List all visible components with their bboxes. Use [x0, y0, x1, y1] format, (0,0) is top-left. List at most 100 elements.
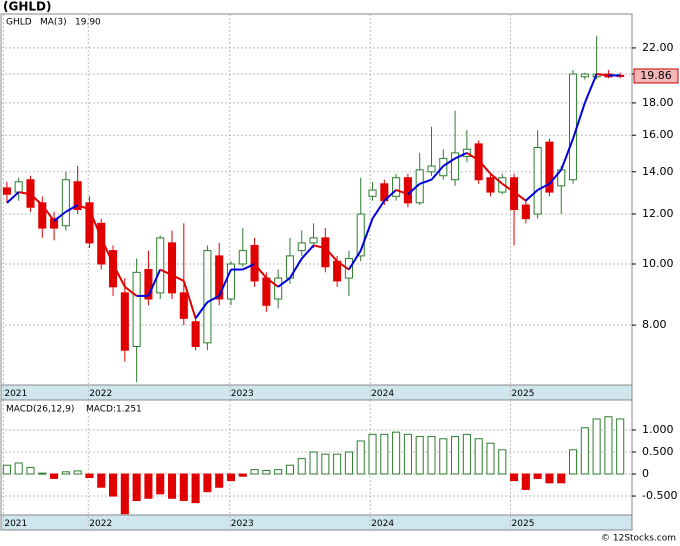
ma-line — [442, 157, 456, 167]
candle-body — [427, 165, 436, 173]
ma-line — [206, 295, 220, 304]
macd-bar — [215, 473, 224, 488]
ma-line — [371, 200, 386, 220]
ma-line — [525, 189, 539, 202]
macd-bar — [510, 473, 519, 482]
macd-bar — [226, 473, 236, 482]
y-tick-label: 16.00 — [642, 128, 674, 141]
x-tick-label: 2022 — [89, 389, 112, 399]
ma-line — [65, 204, 79, 213]
x-tick-label: 2023 — [231, 519, 254, 529]
macd-bar — [368, 433, 377, 475]
candle-body — [392, 177, 401, 197]
candle-body — [156, 237, 165, 294]
candle-body — [521, 204, 530, 220]
macd-bar — [427, 436, 436, 475]
candle-body — [203, 250, 212, 344]
candle-body — [262, 277, 271, 306]
macd-bar — [451, 436, 460, 475]
ma-line — [454, 151, 468, 160]
candle-body — [50, 218, 59, 229]
ma-line — [182, 280, 197, 319]
macd-bar — [120, 473, 129, 515]
ma-line — [6, 191, 20, 204]
candle-body — [451, 152, 460, 181]
ma-line — [596, 73, 609, 77]
macd-bar — [545, 473, 554, 484]
ma-line — [277, 277, 291, 288]
ma-line — [124, 286, 138, 297]
ma-line — [383, 189, 397, 202]
ma-line — [112, 263, 126, 288]
macd-bar — [309, 451, 318, 475]
ma-line — [336, 260, 350, 271]
last-price-box — [633, 68, 679, 84]
macd-bar — [592, 418, 601, 475]
ma-line — [501, 182, 515, 193]
y-tick-label: -0.500 — [642, 489, 677, 502]
ma-line — [407, 183, 421, 195]
ma-line — [313, 244, 326, 249]
candle-body — [73, 181, 82, 210]
ma-line — [18, 191, 31, 196]
macd-bar — [380, 433, 389, 475]
macd-bar — [297, 458, 306, 475]
ma-line — [359, 218, 374, 251]
ma-line — [242, 263, 256, 271]
macd-bar — [604, 416, 613, 475]
macd-bar — [533, 473, 542, 479]
macd-bar — [285, 464, 295, 475]
ma-line — [218, 269, 232, 297]
macd-bar — [250, 469, 259, 475]
macd-bar — [403, 433, 412, 475]
ma-line — [301, 244, 315, 260]
ma-line — [29, 193, 43, 206]
candle-body — [61, 179, 70, 227]
ma-line — [489, 172, 503, 185]
candle-body — [2, 187, 11, 195]
candle-body — [215, 255, 224, 300]
macd-bar — [109, 473, 118, 497]
candle-body — [191, 321, 200, 347]
page-title: (GHLD) — [3, 0, 51, 14]
macd-bar — [333, 453, 342, 475]
ma-line — [583, 73, 598, 104]
macd-bar — [97, 473, 106, 488]
ma-line — [477, 159, 492, 175]
macd-bar — [344, 451, 353, 475]
candle-body — [132, 271, 141, 347]
macd-bar — [85, 473, 94, 479]
candle-body — [167, 242, 177, 294]
ma-line — [572, 102, 586, 139]
ma-line — [253, 263, 268, 279]
candle-body — [568, 73, 578, 181]
macd-bar — [73, 470, 82, 475]
ma-line — [537, 182, 550, 191]
candle-body — [38, 202, 47, 229]
macd-bar — [415, 436, 424, 475]
y-tick-label: 18.00 — [642, 96, 674, 109]
y-tick-label: 10.00 — [642, 257, 674, 270]
macd-bar — [38, 472, 47, 475]
ma-line — [430, 165, 445, 181]
candle-body — [120, 292, 129, 351]
macd-bar — [262, 469, 271, 475]
ma-line — [395, 189, 409, 196]
x-tick-label: 2025 — [512, 519, 535, 529]
macd-bar — [439, 438, 448, 475]
ma-line — [159, 268, 173, 277]
candle-body — [309, 237, 318, 244]
y-tick-label: 22.00 — [642, 41, 674, 54]
candle-body — [144, 269, 153, 300]
macd-bar — [167, 473, 177, 499]
ma-line — [147, 269, 162, 297]
macd-bar — [392, 431, 401, 475]
candle-body — [474, 143, 483, 181]
macd-bar — [580, 427, 589, 475]
candle-body — [14, 181, 23, 193]
macd-bar — [2, 464, 11, 475]
macd-bar — [498, 449, 507, 475]
legend-ma-value: 19.90 — [75, 18, 101, 28]
ma-line — [194, 301, 209, 319]
